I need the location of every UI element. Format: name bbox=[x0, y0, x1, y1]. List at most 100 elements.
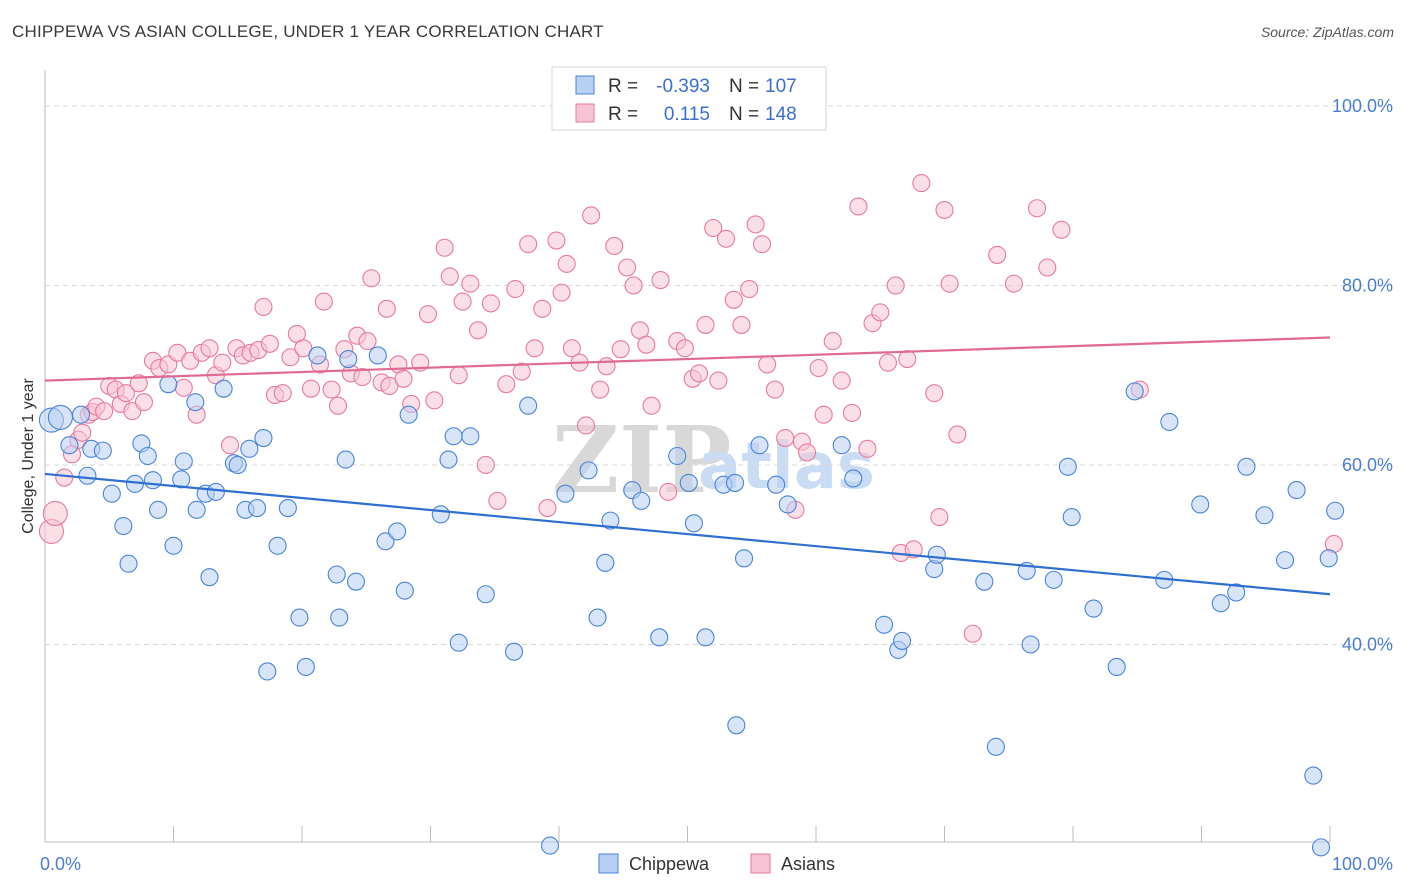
asians-point-104 bbox=[740, 279, 759, 299]
trend-lines bbox=[44, 336, 1331, 596]
chippewa-point-33 bbox=[278, 499, 297, 518]
chippewa-point-36 bbox=[308, 346, 327, 365]
x-tick-labels: 0.0% 100.0% bbox=[40, 854, 1393, 874]
asians-point-88 bbox=[624, 276, 643, 295]
chippewa-point-96 bbox=[1227, 583, 1246, 602]
asians-point-68 bbox=[488, 491, 507, 510]
asians-point-78 bbox=[557, 254, 576, 273]
chippewa-point-70 bbox=[727, 716, 746, 735]
asians-point-107 bbox=[758, 355, 777, 374]
asians-point-69 bbox=[497, 375, 516, 394]
asians-point-136 bbox=[1027, 199, 1047, 218]
asians-point-33 bbox=[254, 297, 273, 317]
asians-point-82 bbox=[582, 206, 601, 225]
asians-point-20 bbox=[168, 343, 187, 362]
asians-point-128 bbox=[925, 384, 944, 403]
asians-point-50 bbox=[362, 269, 381, 288]
asians-point-134 bbox=[988, 245, 1007, 264]
chippewa-point-104 bbox=[1319, 549, 1338, 568]
chippewa-point-57 bbox=[579, 461, 598, 480]
asians-point-137 bbox=[1038, 258, 1057, 277]
chippewa-point-99 bbox=[1275, 551, 1295, 570]
chippewa-point-55 bbox=[540, 836, 560, 855]
chippewa-point-20 bbox=[186, 393, 205, 412]
asians-point-49 bbox=[358, 332, 377, 351]
asians-point-67 bbox=[481, 294, 500, 313]
asians-point-114 bbox=[814, 405, 833, 424]
chippewa-point-95 bbox=[1211, 594, 1230, 613]
y-tick-label-2: 80.0% bbox=[1342, 275, 1393, 295]
chippewa-point-13 bbox=[143, 471, 162, 490]
chippewa-point-46 bbox=[399, 405, 418, 424]
chippewa-point-58 bbox=[588, 608, 607, 627]
legend-swatch-asians bbox=[575, 103, 595, 123]
bottom-legend-swatch-chippewa bbox=[598, 853, 619, 874]
legend-r-label-chippewa: R = bbox=[608, 76, 638, 97]
bottom-legend-label-asians: Asians bbox=[781, 854, 835, 874]
chippewa-point-40 bbox=[339, 350, 358, 369]
asians-point-77 bbox=[552, 283, 571, 302]
y-tick-label-1: 60.0% bbox=[1342, 455, 1393, 475]
asians-point-133 bbox=[963, 624, 982, 643]
asians-point-1 bbox=[42, 500, 68, 527]
chippewa-point-7 bbox=[102, 484, 121, 503]
legend-r-value-chippewa: -0.393 bbox=[656, 76, 710, 97]
legend-r-value-asians: 0.115 bbox=[664, 104, 710, 125]
asians-point-52 bbox=[377, 299, 396, 318]
asians-point-109 bbox=[776, 428, 795, 448]
asians-point-65 bbox=[468, 321, 488, 340]
chippewa-point-2 bbox=[71, 405, 91, 424]
chippewa-point-75 bbox=[832, 436, 851, 455]
chippewa-point-35 bbox=[296, 657, 315, 677]
chippewa-point-76 bbox=[844, 469, 863, 488]
asians-point-13 bbox=[116, 384, 136, 403]
chippewa-point-39 bbox=[336, 450, 355, 469]
asians-point-53 bbox=[380, 376, 399, 396]
asians-point-25 bbox=[200, 339, 219, 358]
chippewa-point-89 bbox=[1084, 599, 1103, 618]
asians-point-119 bbox=[858, 439, 877, 458]
asians-points bbox=[38, 174, 1343, 643]
chippewa-point-53 bbox=[504, 642, 524, 661]
chippewa-point-77 bbox=[875, 615, 894, 634]
asians-point-87 bbox=[618, 258, 637, 277]
chippewa-point-32 bbox=[268, 536, 287, 555]
y-tick-labels: 40.0% 60.0% 80.0% 100.0% bbox=[1332, 96, 1393, 655]
asians-point-93 bbox=[659, 482, 678, 501]
asians-point-135 bbox=[1004, 274, 1023, 293]
asians-point-116 bbox=[832, 371, 851, 390]
asians-point-122 bbox=[878, 353, 898, 372]
asians-point-44 bbox=[328, 396, 348, 415]
asians-point-103 bbox=[732, 315, 751, 334]
asians-point-99 bbox=[704, 218, 723, 238]
chippewa-point-65 bbox=[679, 473, 698, 492]
y-axis-label: College, Under 1 year bbox=[20, 378, 37, 534]
asians-point-108 bbox=[765, 380, 784, 399]
asians-point-131 bbox=[940, 274, 959, 293]
asians-point-113 bbox=[809, 358, 828, 378]
asians-point-125 bbox=[898, 350, 917, 369]
asians-point-73 bbox=[525, 339, 544, 358]
chippewa-points bbox=[38, 346, 1345, 857]
asians-point-43 bbox=[322, 380, 341, 399]
asians-point-9 bbox=[95, 402, 114, 421]
bottom-legend-label-chippewa: Chippewa bbox=[629, 854, 710, 874]
chippewa-point-16 bbox=[164, 536, 183, 555]
asians-point-66 bbox=[476, 455, 495, 475]
chippewa-point-14 bbox=[149, 500, 168, 519]
chippewa-point-41 bbox=[346, 572, 366, 591]
bottom-legend-swatch-asians bbox=[750, 853, 771, 874]
chippewa-point-9 bbox=[119, 554, 138, 573]
asians-point-126 bbox=[904, 540, 923, 559]
chippewa-point-52 bbox=[476, 585, 495, 604]
chippewa-point-74 bbox=[778, 495, 797, 514]
y-tick-label-0: 40.0% bbox=[1342, 635, 1393, 655]
asians-point-117 bbox=[842, 403, 862, 422]
chippewa-point-45 bbox=[395, 581, 414, 600]
x-tick-label-1: 100.0% bbox=[1332, 854, 1393, 874]
chippewa-point-47 bbox=[431, 505, 450, 524]
asians-point-27 bbox=[213, 353, 232, 372]
asians-point-112 bbox=[797, 443, 817, 462]
chippewa-point-24 bbox=[214, 379, 233, 398]
